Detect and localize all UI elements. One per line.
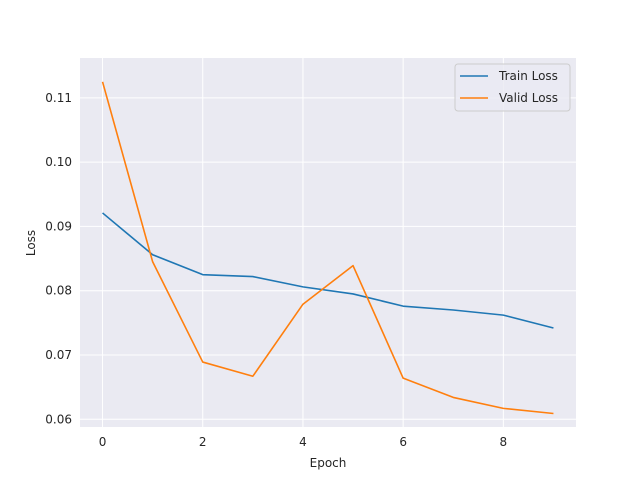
x-tick-label: 6 xyxy=(399,435,407,449)
legend-label-valid-loss: Valid Loss xyxy=(499,91,558,105)
y-tick-label: 0.10 xyxy=(45,155,72,169)
series-layer xyxy=(101,81,554,415)
x-tick-label: 0 xyxy=(99,435,107,449)
x-tick-label: 8 xyxy=(500,435,508,449)
x-axis-ticks: 0 2 4 6 8 xyxy=(99,435,507,449)
plot-background xyxy=(80,58,576,427)
legend-label-train-loss: Train Loss xyxy=(498,69,558,83)
x-tick-label: 4 xyxy=(299,435,307,449)
legend: Train Loss Valid Loss xyxy=(454,63,571,112)
grid xyxy=(80,58,576,427)
x-tick-label: 2 xyxy=(199,435,207,449)
y-tick-label: 0.07 xyxy=(45,348,72,362)
y-axis-label: Loss xyxy=(24,230,38,256)
y-tick-label: 0.06 xyxy=(45,412,72,426)
y-tick-label: 0.11 xyxy=(45,91,72,105)
series-line-train-loss xyxy=(102,212,554,329)
y-axis-ticks: 0.06 0.07 0.08 0.09 0.10 0.11 xyxy=(45,91,72,426)
x-axis-label: Epoch xyxy=(310,456,347,470)
y-tick-label: 0.09 xyxy=(45,219,72,233)
y-tick-label: 0.08 xyxy=(45,284,72,298)
series-line-valid-loss xyxy=(101,81,554,415)
